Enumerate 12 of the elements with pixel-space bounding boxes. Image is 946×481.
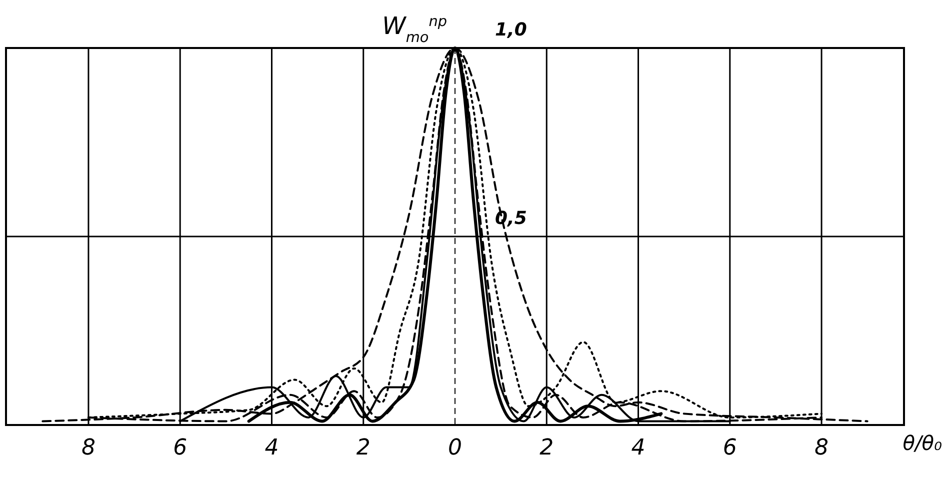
x-tick-label: 4 <box>264 436 279 461</box>
x-tick-label: 6 <box>722 436 737 461</box>
x-tick-label: 0 <box>448 436 462 461</box>
y-tick-label: 0,5 <box>495 208 527 229</box>
x-tick-label: 8 <box>81 436 96 461</box>
x-tick-label: 4 <box>631 436 646 461</box>
x-tick-label: 2 <box>540 436 554 461</box>
x-tick-label: 6 <box>173 436 188 461</box>
x-axis-title: θ/θ₀ <box>902 431 942 455</box>
x-tick-label: 2 <box>356 436 370 461</box>
x-tick-label: 8 <box>814 436 829 461</box>
y-tick-label: 1,0 <box>495 19 527 40</box>
